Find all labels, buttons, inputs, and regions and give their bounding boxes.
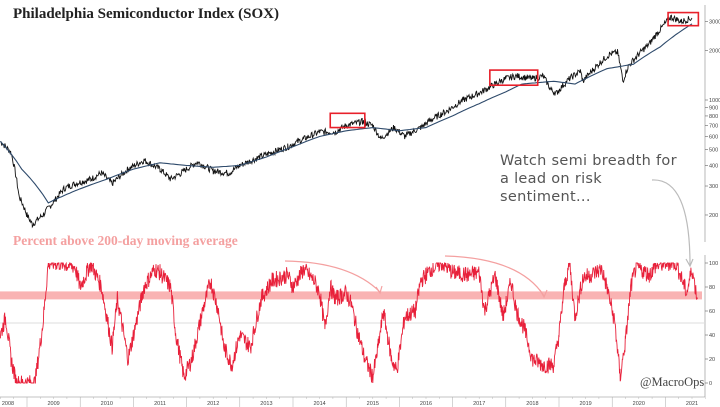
x-tick-label-2009: 2009 bbox=[47, 401, 59, 407]
x-tick-label-2018: 2018 bbox=[526, 401, 538, 407]
price-y-tick-label: 800 bbox=[709, 114, 718, 120]
highlight-box-2015 bbox=[329, 112, 366, 129]
arrow-2018 bbox=[444, 255, 545, 297]
price-y-tick-label: 500 bbox=[709, 148, 718, 154]
arrow-head-icon bbox=[685, 258, 694, 268]
breadth-y-tick-label: 100 bbox=[709, 261, 718, 267]
x-tick-label-2016: 2016 bbox=[420, 401, 432, 407]
price-y-tick-label: 300 bbox=[709, 184, 718, 190]
x-tick-label-2019: 2019 bbox=[579, 401, 591, 407]
breadth-y-tick-label: 60 bbox=[709, 309, 715, 315]
price-y-tick-label: 600 bbox=[709, 134, 718, 140]
price-y-tick-label: 400 bbox=[709, 163, 718, 169]
annotation-note: Watch semi breadth for a lead on risk se… bbox=[500, 153, 677, 205]
arrow-head-icon bbox=[375, 285, 383, 295]
x-tick-label-2015: 2015 bbox=[367, 401, 379, 407]
x-tick-label-2017: 2017 bbox=[473, 401, 485, 407]
x-tick-label-2014: 2014 bbox=[313, 401, 325, 407]
breadth-line bbox=[0, 261, 698, 384]
x-tick-label-2013: 2013 bbox=[260, 401, 272, 407]
highlight-box-2018 bbox=[489, 69, 539, 87]
arrow-head-icon bbox=[539, 289, 548, 299]
price-y-tick-label: 2000 bbox=[709, 48, 720, 54]
x-tick-label-2020: 2020 bbox=[633, 401, 645, 407]
price-y-tick-label: 200 bbox=[709, 213, 718, 219]
x-tick-label-2012: 2012 bbox=[207, 401, 219, 407]
breadth-y-tick-label: 20 bbox=[709, 357, 715, 363]
annotation-arrow bbox=[651, 179, 691, 266]
price-y-tick-label: 900 bbox=[709, 106, 718, 112]
breadth-panel-title: Percent above 200-day moving average bbox=[13, 233, 238, 248]
x-tick-label-2021: 2021 bbox=[686, 401, 698, 407]
price-y-tick-label: 1000 bbox=[709, 98, 720, 104]
x-tick-label-2008: 2008 bbox=[2, 401, 14, 407]
moving-average-line bbox=[0, 23, 693, 204]
x-tick-label-2010: 2010 bbox=[101, 401, 113, 407]
breadth-y-tick-label: 40 bbox=[709, 333, 715, 339]
breadth-y-tick-label: 80 bbox=[709, 285, 715, 291]
sox-price-line bbox=[0, 14, 693, 229]
arrow-2015 bbox=[284, 260, 381, 293]
highlight-box-2021 bbox=[667, 11, 700, 27]
price-y-tick-label: 700 bbox=[709, 123, 718, 129]
x-tick-label-2011: 2011 bbox=[154, 401, 166, 407]
threshold-band bbox=[0, 291, 702, 300]
chart-title: Philadelphia Semiconductor Index (SOX) bbox=[13, 6, 280, 22]
credit-label: @MacroOps bbox=[640, 375, 705, 389]
price-y-tick-label: 3000 bbox=[709, 20, 720, 26]
breadth-y-tick-label: 0 bbox=[709, 381, 712, 387]
